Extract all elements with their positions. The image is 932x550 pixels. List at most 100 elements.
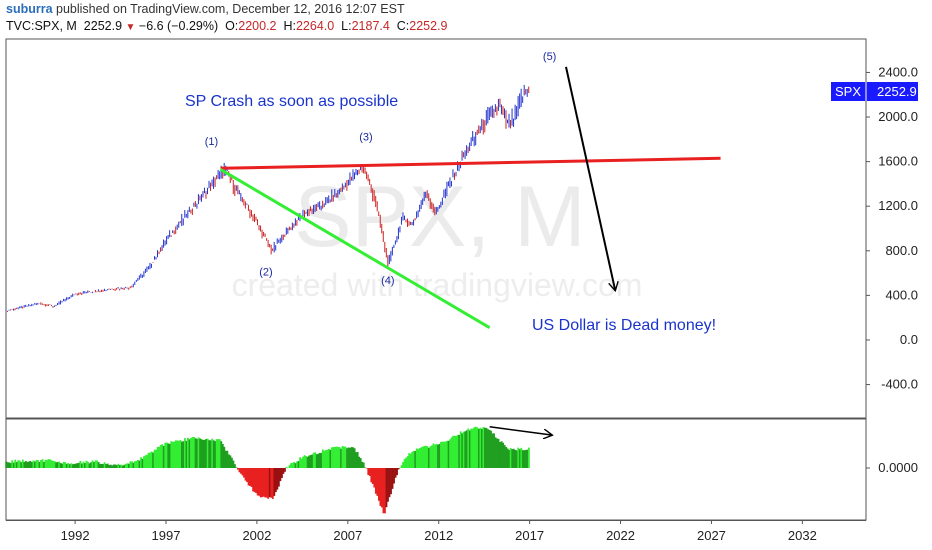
osc-bar-positive (484, 427, 486, 468)
osc-bar-positive (293, 462, 295, 468)
osc-bar-positive (461, 433, 464, 468)
osc-bar-positive (138, 460, 141, 468)
low-value: 2187.4 (351, 19, 390, 33)
osc-bar-positive (318, 452, 321, 468)
osc-bar-positive (417, 449, 420, 468)
osc-bar-positive (73, 463, 76, 468)
osc-bar-positive (109, 464, 112, 468)
osc-bar-positive (346, 448, 348, 468)
osc-bar-positive (334, 446, 336, 468)
osc-bar-positive (459, 431, 462, 468)
osc-bar-positive (437, 444, 439, 468)
osc-bar-positive (455, 436, 458, 468)
price-tick-label: 400.0 (885, 287, 918, 302)
osc-bar-negative (261, 468, 264, 498)
osc-bar-negative (265, 468, 268, 498)
osc-bar-positive (26, 461, 29, 468)
osc-bar-positive (427, 447, 430, 468)
badge-symbol: SPX (835, 84, 861, 99)
oscillator-histogram[interactable] (5, 426, 530, 514)
osc-bar-negative (256, 468, 259, 496)
osc-bar-positive (159, 445, 162, 468)
osc-bar-negative (273, 468, 276, 496)
osc-bar-negative (277, 468, 280, 487)
osc-bar-positive (102, 463, 105, 468)
osc-bar-negative (382, 468, 385, 514)
osc-bar-positive (291, 462, 294, 468)
osc-bar-positive (290, 463, 292, 468)
osc-bar-negative (388, 468, 391, 498)
osc-bar-positive (499, 442, 501, 468)
osc-bar-positive (93, 461, 95, 468)
osc-bar-positive (147, 452, 150, 468)
osc-bar-positive (515, 450, 518, 468)
osc-bar-positive (14, 459, 17, 468)
osc-bar-positive (90, 462, 92, 468)
elliott-wave-labels: (1) (2) (3) (4) (5) (205, 51, 557, 287)
time-axis[interactable]: 1992 1997 2002 2007 2012 2017 2022 2027 2032 (61, 520, 817, 543)
osc-bar-positive (156, 446, 159, 468)
osc-bar-positive (311, 454, 314, 468)
osc-bar-positive (24, 461, 27, 468)
osc-bar-positive (405, 457, 408, 468)
main-pane[interactable] (5, 38, 867, 419)
close-value: 2252.9 (409, 19, 448, 33)
osc-bar-positive (47, 459, 50, 468)
osc-bar-positive (355, 452, 358, 468)
osc-bar-positive (121, 465, 124, 468)
osc-bar-negative (244, 468, 247, 481)
osc-bar-positive (315, 454, 318, 468)
osc-bar-positive (432, 443, 435, 468)
osc-bar-positive (64, 462, 67, 468)
osc-bar-positive (59, 463, 62, 468)
osc-bar-negative (370, 468, 373, 483)
osc-bar-positive (415, 448, 418, 468)
time-tick-label: 2022 (606, 528, 635, 543)
osc-bar-positive (299, 457, 301, 468)
osc-bar-positive (471, 428, 474, 468)
trendline-drawings[interactable] (219, 66, 721, 435)
osc-bar-positive (470, 428, 473, 468)
osc-bar-positive (44, 459, 47, 468)
price-tick-label: 0.0 (900, 332, 918, 347)
watermark-symbol: SPX, M (294, 169, 586, 265)
osc-bar-positive (162, 445, 165, 468)
osc-bar-positive (155, 449, 158, 468)
osc-bar-positive (117, 463, 120, 468)
osc-bar-positive (71, 464, 74, 468)
osc-bar-negative (387, 468, 389, 502)
osc-bar-positive (209, 440, 212, 468)
osc-bar-positive (512, 448, 515, 468)
time-tick-label: 1992 (61, 528, 90, 543)
osc-bar-positive (50, 460, 53, 468)
osc-bar-positive (188, 439, 191, 468)
osc-bar-negative (384, 468, 386, 514)
osc-bar-positive (202, 439, 205, 468)
osc-bar-positive (53, 461, 56, 468)
osc-bar-positive (324, 450, 327, 468)
author-name[interactable]: suburra (6, 2, 53, 16)
annotation-crash[interactable]: SP Crash as soon as possible (185, 93, 398, 110)
osc-bar-positive (52, 460, 55, 468)
osc-bar-positive (408, 453, 411, 468)
annotation-dollar[interactable]: US Dollar is Dead money! (532, 317, 716, 334)
osc-bar-positive (127, 463, 130, 468)
price-axis[interactable]: 2400.0 2000.0 1600.0 1200.0 800.0 400.0 0.0 -40… (866, 64, 918, 475)
osc-bar-positive (341, 445, 344, 468)
osc-bar-positive (11, 460, 14, 468)
osc-bar-negative (262, 468, 265, 497)
osc-bar-positive (105, 464, 108, 468)
osc-bar-positive (87, 461, 89, 468)
osc-bar-positive (8, 462, 11, 468)
osc-bar-negative (268, 468, 271, 498)
osc-bar-positive (223, 446, 226, 468)
candlestick-series[interactable] (5, 84, 530, 312)
osc-bar-negative (246, 468, 248, 483)
oscillator-pane[interactable] (5, 418, 867, 521)
publish-date: published on TradingView.com, December 1… (52, 2, 405, 16)
osc-bar-positive (165, 442, 168, 468)
osc-bar-positive (140, 457, 142, 468)
osc-bar-positive (506, 448, 509, 468)
osc-bar-positive (329, 449, 332, 468)
